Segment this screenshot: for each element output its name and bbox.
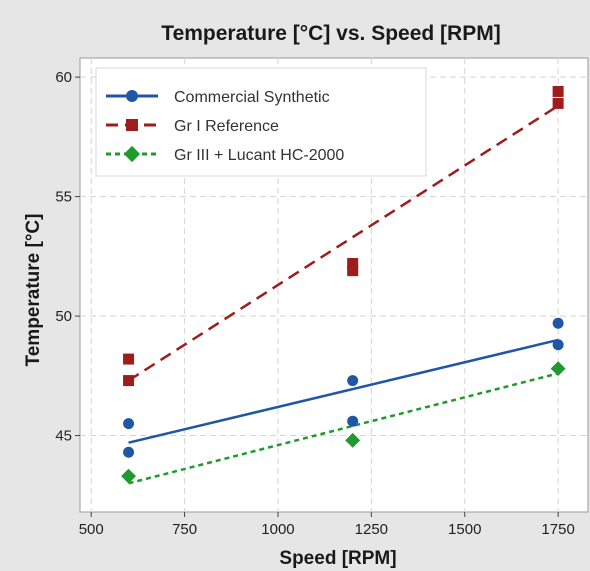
y-axis-label: Temperature [°C]: [23, 214, 44, 367]
axis-ticks: 500 750 1000 1250 1500 1750 45 50 55 60: [55, 69, 574, 538]
legend-label-series-3: Gr III + Lucant HC-2000: [174, 147, 344, 164]
data-point-series-1: [123, 446, 135, 458]
x-tick-label: 1750: [541, 521, 574, 538]
legend-label-series-1: Commercial Synthetic: [174, 89, 330, 106]
data-point-series-3: [121, 468, 136, 484]
data-point-series-3: [345, 432, 361, 448]
legend-label-series-2: Gr I Reference: [174, 118, 279, 135]
fit-lines: [127, 104, 559, 485]
chart-title: Temperature [°C] vs. Speed [RPM]: [161, 22, 500, 45]
legend: Commercial Synthetic Gr I Reference Gr III…: [95, 67, 427, 177]
x-tick-label: 1250: [355, 521, 388, 538]
data-point-series-1: [123, 418, 135, 430]
data-point-series-3: [550, 361, 566, 377]
y-tick-label: 45: [55, 428, 72, 445]
fit-line-series-2: [127, 104, 559, 382]
legend-marker-series-2: [126, 119, 138, 131]
fit-line-series-1: [128, 338, 559, 444]
data-point-series-1: [552, 317, 564, 329]
data-point-series-2: [123, 353, 135, 365]
fit-line-series-3: [128, 372, 559, 485]
data-points: [121, 85, 566, 484]
legend-box: [95, 67, 427, 177]
data-point-series-1: [347, 375, 359, 387]
data-point-series-2: [123, 375, 135, 387]
x-tick-label: 1500: [448, 521, 481, 538]
x-tick-label: 500: [79, 521, 104, 538]
y-tick-label: 60: [55, 69, 72, 86]
data-point-series-2: [552, 85, 564, 97]
x-axis-label: Speed [RPM]: [279, 548, 396, 569]
data-point-series-2: [552, 97, 564, 109]
data-point-series-2: [347, 257, 359, 269]
legend-marker-series-1: [126, 90, 138, 102]
data-point-series-1: [552, 339, 564, 351]
y-tick-label: 55: [55, 189, 72, 206]
y-tick-label: 50: [55, 308, 72, 325]
legend-marker-series-3: [123, 145, 141, 163]
data-point-series-1: [347, 415, 359, 427]
data-point-series-2: [347, 265, 359, 277]
x-tick-label: 750: [172, 521, 197, 538]
x-tick-label: 1000: [261, 521, 294, 538]
